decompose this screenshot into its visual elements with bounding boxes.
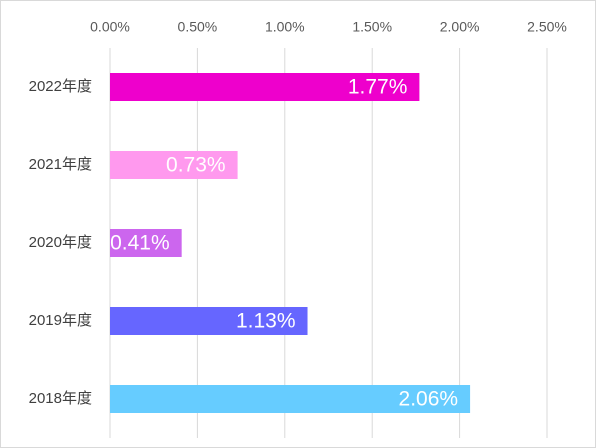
value-label: 2.06% — [399, 388, 459, 411]
value-label: 1.13% — [236, 310, 296, 333]
bar — [110, 73, 420, 101]
y-tick-label: 2018年度 — [29, 390, 92, 407]
x-tick-label: 2.50% — [527, 19, 567, 35]
value-label: 0.41% — [110, 232, 170, 255]
y-tick-label: 2021年度 — [29, 156, 92, 173]
y-tick-label: 2020年度 — [29, 234, 92, 251]
x-tick-label: 1.00% — [265, 19, 305, 35]
bar — [110, 385, 471, 413]
x-tick-label: 1.50% — [352, 19, 392, 35]
value-label: 1.77% — [348, 76, 408, 99]
x-tick-label: 0.50% — [178, 19, 218, 35]
y-tick-label: 2019年度 — [29, 312, 92, 329]
bar — [110, 151, 238, 179]
x-tick-label: 0.00% — [90, 19, 130, 35]
value-label: 0.73% — [166, 154, 226, 177]
bar — [110, 229, 182, 257]
y-tick-label: 2022年度 — [29, 78, 92, 95]
bar — [110, 307, 308, 335]
x-tick-label: 2.00% — [440, 19, 480, 35]
